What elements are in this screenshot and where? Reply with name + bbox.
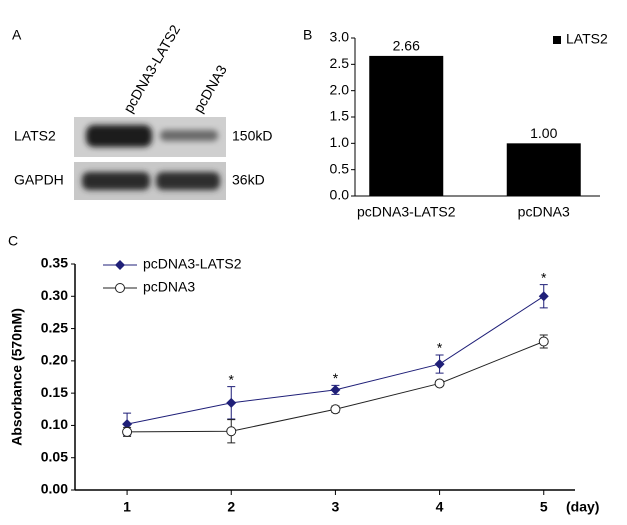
y-tick-label: 1.0 bbox=[330, 134, 350, 150]
marker bbox=[538, 291, 549, 302]
marker bbox=[122, 426, 133, 437]
lane-label: pcDNA3-LATS2 bbox=[120, 22, 183, 116]
y-tick-label: 0.35 bbox=[41, 255, 68, 271]
significance-mark: * bbox=[333, 370, 339, 386]
x-tick-label: pcDNA3-LATS2 bbox=[357, 204, 456, 220]
y-tick-label: 0.5 bbox=[330, 160, 350, 176]
legend-swatch bbox=[553, 36, 561, 44]
panel-letter: C bbox=[8, 233, 18, 249]
y-tick-label: 0.30 bbox=[41, 287, 68, 303]
value-label: 1.00 bbox=[530, 125, 557, 141]
y-tick-label: 0.25 bbox=[41, 319, 68, 335]
marker bbox=[122, 419, 133, 430]
y-tick-label: 3.0 bbox=[330, 29, 350, 45]
marker bbox=[538, 336, 549, 347]
legend-label: pcDNA3-LATS2 bbox=[143, 256, 242, 272]
marker bbox=[434, 378, 445, 389]
marker bbox=[115, 260, 125, 270]
x-axis-label: (day) bbox=[566, 499, 599, 515]
y-tick-label: 2.0 bbox=[330, 81, 350, 97]
size-label: 36kD bbox=[232, 172, 265, 188]
row-label: GAPDH bbox=[14, 172, 64, 188]
lane-label: pcDNA3 bbox=[190, 62, 230, 115]
y-tick-label: 0.20 bbox=[41, 352, 68, 368]
y-tick-label: 2.5 bbox=[330, 55, 350, 71]
significance-mark: * bbox=[541, 269, 547, 285]
y-tick-label: 0.05 bbox=[41, 448, 68, 464]
marker bbox=[330, 384, 341, 395]
value-label: 2.66 bbox=[393, 38, 420, 54]
marker bbox=[330, 404, 341, 415]
y-tick-label: 0.15 bbox=[41, 384, 68, 400]
y-axis-label: Absorbance (570nM) bbox=[9, 308, 25, 446]
marker bbox=[226, 397, 237, 408]
panel-letter: A bbox=[12, 27, 22, 43]
x-tick-label: 4 bbox=[436, 499, 444, 515]
y-tick-label: 0.10 bbox=[41, 416, 68, 432]
marker bbox=[226, 426, 237, 437]
legend-label: pcDNA3 bbox=[143, 279, 195, 295]
y-tick-label: 1.5 bbox=[330, 108, 350, 124]
x-tick-label: 2 bbox=[227, 499, 235, 515]
marker bbox=[434, 359, 445, 370]
bar bbox=[506, 143, 581, 196]
size-label: 150kD bbox=[232, 128, 272, 144]
x-tick-label: 5 bbox=[540, 499, 548, 515]
western-blot bbox=[74, 117, 226, 200]
x-tick-label: pcDNA3 bbox=[518, 204, 570, 220]
panel-letter: B bbox=[303, 27, 312, 43]
legend-label: LATS2 bbox=[566, 31, 608, 47]
x-tick-label: 1 bbox=[123, 499, 131, 515]
bar bbox=[369, 55, 444, 197]
significance-mark: * bbox=[229, 371, 235, 387]
x-tick-label: 3 bbox=[332, 499, 340, 515]
y-tick-label: 0.0 bbox=[330, 187, 350, 203]
y-tick-label: 0.00 bbox=[41, 481, 68, 497]
marker bbox=[115, 283, 125, 293]
significance-mark: * bbox=[437, 340, 443, 356]
row-label: LATS2 bbox=[14, 128, 56, 144]
